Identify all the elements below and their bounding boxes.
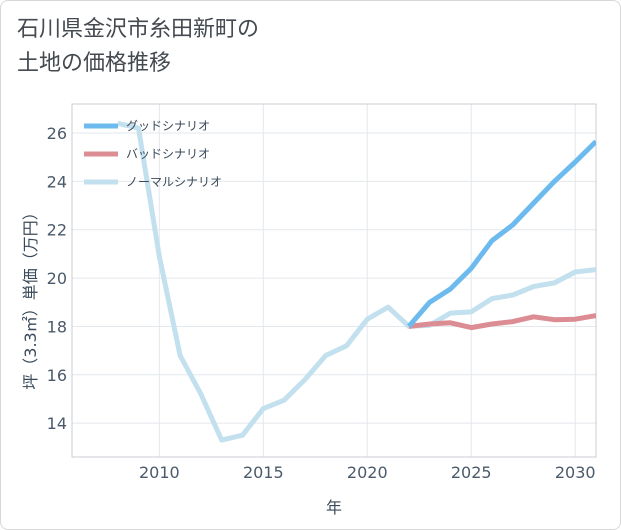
x-tick-label-2015: 2015 [243, 463, 284, 482]
chart-title-line1: 石川県金沢市糸田新町の [17, 17, 260, 42]
y-tick-label-16: 16 [47, 366, 67, 385]
chart-title: 石川県金沢市糸田新町の 土地の価格推移 [17, 13, 259, 81]
y-tick-label-14: 14 [47, 414, 67, 433]
y-tick-label-22: 22 [47, 221, 67, 240]
series-line-bad [408, 313, 596, 331]
y-tick-label-24: 24 [47, 172, 67, 191]
y-tick-label-26: 26 [47, 124, 67, 143]
plot-area-border [71, 103, 597, 458]
legend-label-normal: ノーマルシナリオ [126, 175, 222, 189]
tick-labels: 2010 2015 2020 2025 2030 14 16 18 20 22 24 26 [47, 124, 596, 482]
x-tick-label-2020: 2020 [347, 463, 388, 482]
y-tick-label-20: 20 [47, 269, 67, 288]
x-tick-label-2030: 2030 [555, 463, 596, 482]
x-tick-label-2025: 2025 [451, 463, 492, 482]
legend-label-bad: バッドシナリオ [126, 147, 210, 161]
x-axis-title: 年 [326, 498, 342, 517]
grid-lines [72, 104, 596, 457]
legend-label-good: グッドシナリオ [126, 119, 210, 133]
y-tick-label-18: 18 [47, 317, 67, 336]
y-axis-title: 坪（3.3㎡）単価（万円） [21, 204, 40, 389]
series-line-normal [117, 120, 596, 443]
series-layer [117, 120, 596, 443]
series-line-good [407, 139, 596, 329]
chart-title-line2: 土地の価格推移 [17, 51, 172, 76]
x-tick-label-2010: 2010 [139, 463, 180, 482]
